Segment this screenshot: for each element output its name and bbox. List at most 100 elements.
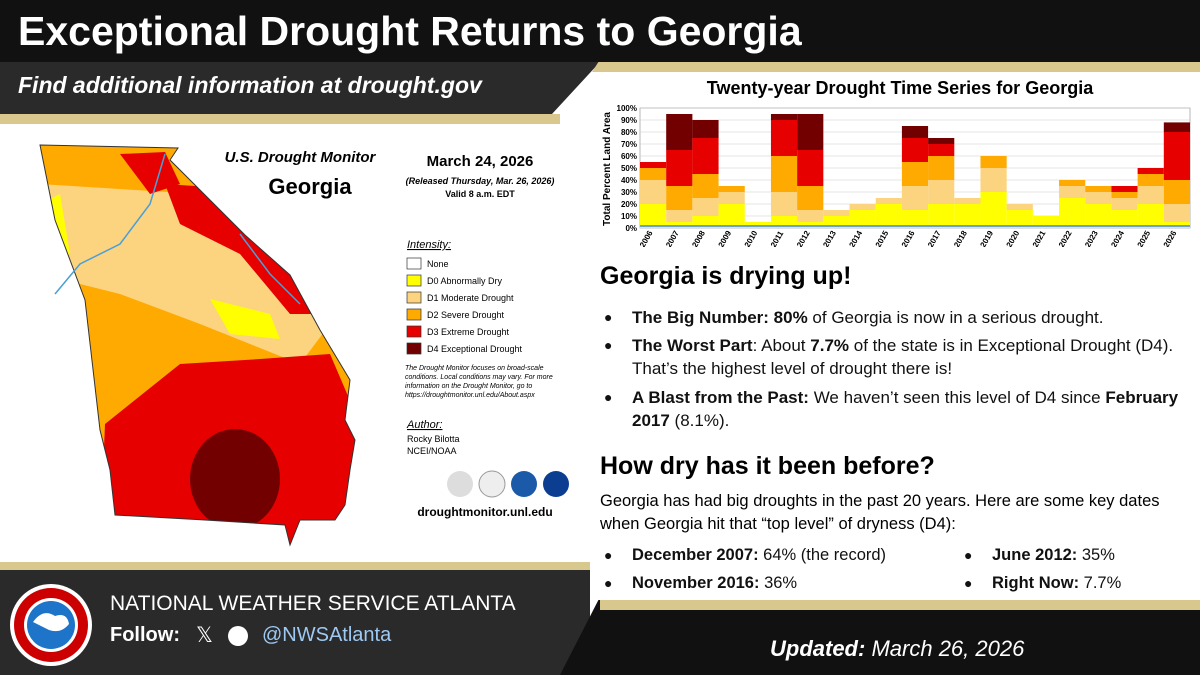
bar-segment	[718, 204, 745, 228]
text-run: A Blast from the Past:	[632, 388, 809, 407]
legend: None D0 Abnormally Dry D1 Moderate Drought…	[406, 257, 523, 355]
footer-right	[560, 600, 1200, 675]
legend-label: D0 Abnormally Dry	[427, 276, 503, 286]
bar-segment	[980, 192, 1007, 228]
text-run: 35%	[1077, 546, 1115, 564]
facebook-icon	[228, 626, 248, 646]
bar-segment	[928, 144, 955, 156]
y-tick-label: 70%	[621, 140, 637, 149]
bar-segment	[666, 150, 693, 186]
bar-segment	[954, 198, 981, 204]
bar-segment	[954, 204, 981, 228]
x-tick-label: 2023	[1083, 229, 1100, 247]
bar-segment	[1059, 186, 1086, 198]
text-run: of the state is in Exceptional Drought (…	[632, 336, 1174, 378]
logo	[447, 471, 473, 497]
logo	[543, 471, 569, 497]
text-run: Right Now:	[992, 574, 1080, 592]
map-url: droughtmonitor.unl.edu	[417, 505, 552, 519]
legend-swatch	[406, 342, 422, 355]
x-tick-label: 2017	[926, 229, 943, 247]
map	[40, 145, 355, 545]
bar-segment	[1163, 132, 1190, 180]
author-org: NCEI/NOAA	[407, 446, 457, 456]
map-panel: U.S. Drought Monitor Georgia March 24, 2…	[39, 144, 569, 547]
legend-swatch	[406, 291, 422, 304]
legend-swatch	[406, 274, 422, 287]
y-tick-label: 80%	[621, 128, 637, 137]
bar-segment	[666, 186, 693, 210]
updated-date: March 26, 2026	[871, 636, 1025, 661]
bar-segment	[928, 138, 955, 144]
summary-heading: Georgia is drying up!	[600, 262, 852, 290]
legend-swatch	[406, 308, 422, 321]
bar-segment	[849, 204, 876, 210]
x-tick-label: 2010	[743, 229, 760, 247]
text-run: November 2016:	[632, 574, 760, 592]
note-box: The Drought Monitor focuses on broad-sca…	[405, 365, 553, 399]
handle: @NWSAtlanta	[262, 624, 392, 646]
title-bar	[0, 0, 1200, 62]
y-tick-label: 60%	[621, 152, 637, 161]
bar-segment	[692, 198, 719, 216]
legend-swatch	[406, 325, 422, 338]
updated-label: Updated:	[770, 636, 866, 661]
bar-segment	[1111, 198, 1138, 210]
map-state: Georgia	[268, 174, 352, 199]
bullet: The Big Number: 80% of Georgia is now in…	[604, 306, 1192, 329]
text-run: : About	[752, 336, 811, 355]
bar-segment	[928, 204, 955, 228]
bar-segment	[980, 156, 1007, 168]
text-run: 7.7%	[1079, 574, 1122, 592]
stripe	[592, 62, 1200, 72]
legend-swatch	[406, 257, 422, 270]
x-tick-label: 2012	[795, 229, 812, 247]
river	[239, 233, 301, 305]
bar-segment	[797, 210, 824, 222]
legend-label: D3 Extreme Drought	[427, 327, 510, 337]
bullet: The Worst Part: About 7.7% of the state …	[604, 334, 1192, 380]
x-tick-label: 2008	[690, 229, 707, 247]
x-tick-label: 2024	[1109, 229, 1126, 247]
bar-segment	[666, 114, 693, 150]
map-released: (Released Thursday, Mar. 26, 2026)	[406, 176, 555, 186]
bar-segment	[1163, 180, 1190, 204]
text-run: We haven’t seen this level of D4 since	[808, 388, 1106, 407]
key-date: November 2016: 36%	[604, 572, 952, 595]
map-note: The Drought Monitor focuses on broad-sca…	[405, 365, 553, 399]
author: Rocky Bilotta	[407, 434, 460, 444]
bar-segment	[1163, 204, 1190, 222]
key-date: Right Now: 7.7%	[964, 572, 1192, 595]
state-outline	[39, 144, 356, 547]
x-tick-label: 2025	[1136, 229, 1153, 247]
bar-segment	[770, 120, 798, 156]
legend-label: D1 Moderate Drought	[427, 293, 514, 303]
river	[54, 153, 166, 295]
bar-segment	[1111, 192, 1138, 198]
chart-title: Twenty-year Drought Time Series for Geor…	[707, 78, 1094, 98]
x-tick-label: 2006	[638, 229, 655, 247]
bar-segment	[692, 138, 719, 174]
text-run: 7.7%	[810, 336, 850, 355]
bar-segment	[797, 150, 824, 186]
office: NATIONAL WEATHER SERVICE ATLANTA	[110, 592, 516, 615]
text-run: 36%	[759, 574, 798, 592]
key-date: December 2007: 64% (the record)	[604, 544, 952, 567]
logo	[478, 470, 506, 498]
legend-label: D2 Severe Drought	[427, 310, 505, 320]
bar-segment	[640, 162, 667, 168]
x-tick-label: 2011	[769, 229, 786, 247]
bar-segment	[770, 114, 798, 120]
map-date: March 24, 2026	[427, 153, 534, 170]
bar-segment	[1163, 122, 1190, 132]
bar-segment	[849, 210, 876, 228]
history-heading: How dry has it been before?	[600, 452, 935, 480]
bar-segment	[718, 192, 745, 204]
bar-segment	[770, 192, 798, 216]
bar-segment	[640, 180, 667, 204]
bar-segment	[901, 138, 929, 162]
bar-segment	[901, 126, 929, 138]
bar-segment	[928, 156, 955, 180]
text-run: (8.1%).	[669, 411, 730, 430]
y-tick-label: 30%	[621, 188, 637, 197]
